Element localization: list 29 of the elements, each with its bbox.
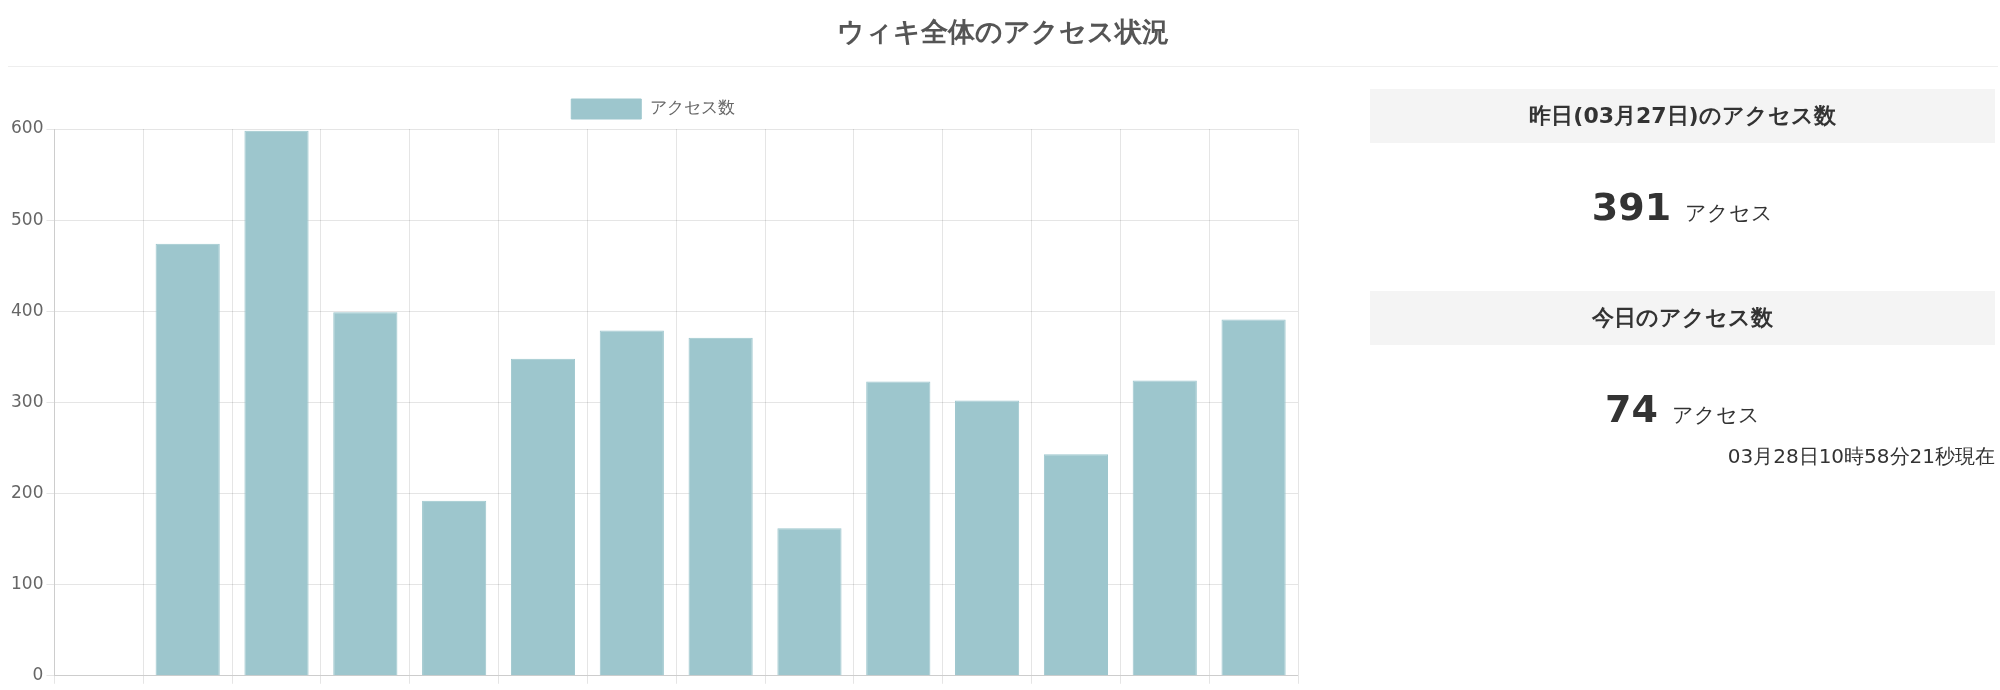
bar bbox=[866, 381, 931, 676]
y-tick-label: 400 bbox=[10, 299, 44, 320]
text: 昨日(03月27日)のアクセス数 bbox=[1370, 89, 1995, 143]
y-tick-label: 300 bbox=[10, 390, 44, 411]
bar bbox=[244, 130, 309, 676]
y-tick-label: 200 bbox=[10, 481, 44, 502]
text: アクセス bbox=[1685, 201, 1774, 225]
bar bbox=[510, 358, 576, 676]
text: アクセス bbox=[1671, 403, 1760, 427]
bar bbox=[1132, 380, 1197, 676]
y-tick-label: 500 bbox=[10, 208, 44, 229]
bar bbox=[1221, 319, 1286, 676]
legend-label: アクセス数 bbox=[649, 97, 735, 118]
bar bbox=[422, 500, 487, 676]
bar bbox=[1043, 454, 1109, 676]
bar bbox=[777, 528, 842, 676]
text: 03月28日10時58分21秒現在 bbox=[1726, 443, 1995, 470]
text: 74 bbox=[1605, 387, 1658, 431]
bar bbox=[333, 312, 398, 676]
y-tick-label: 600 bbox=[10, 117, 44, 138]
bar bbox=[155, 243, 220, 676]
bar bbox=[599, 330, 664, 676]
chart-title: ウィキ全体のアクセス状況 bbox=[8, 8, 1998, 67]
bar bbox=[955, 400, 1020, 676]
text: 391 bbox=[1591, 185, 1672, 229]
text: 今日のアクセス数 bbox=[1370, 291, 1995, 345]
y-tick-label: 0 bbox=[32, 664, 44, 685]
y-tick-label: 100 bbox=[10, 573, 44, 594]
bar bbox=[688, 337, 753, 676]
